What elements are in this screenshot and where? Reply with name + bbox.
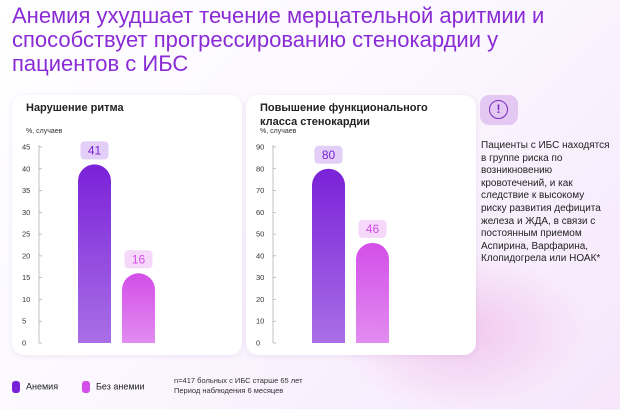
data-label: 46 xyxy=(366,222,380,236)
chart-title: Нарушение ритма xyxy=(26,102,124,114)
bar xyxy=(312,168,345,343)
legend-label: Анемия xyxy=(26,381,59,392)
chart-angina: 0 10 20 30 40 50 60 70 80 90 80 46 xyxy=(256,143,389,348)
legend-item-anemia: Анемия xyxy=(12,381,58,393)
exclamation-circle-icon: ! xyxy=(480,95,518,125)
chart-card-angina: Повышение функционального класса стенока… xyxy=(246,95,476,355)
y-tick-label: 30 xyxy=(256,273,264,282)
y-tick-label: 5 xyxy=(22,317,26,326)
legend-swatch xyxy=(12,381,20,393)
legend-swatch xyxy=(82,381,90,393)
y-tick-label: 10 xyxy=(22,295,30,304)
data-label: 80 xyxy=(322,148,336,162)
data-label: 41 xyxy=(88,143,102,157)
footnote: n=417 больных с ИБС старше 65 лет Период… xyxy=(174,376,303,396)
footnote-line: n=417 больных с ИБС старше 65 лет xyxy=(174,376,303,385)
y-tick-label: 80 xyxy=(256,164,264,173)
y-tick-label: 15 xyxy=(22,273,30,282)
chart-card-rhythm: Нарушение ритма %, случаев 0 5 10 15 20 25 30 3… xyxy=(12,95,242,355)
y-tick-label: 40 xyxy=(256,251,264,260)
y-tick-label: 10 xyxy=(256,317,264,326)
legend-label: Без анемии xyxy=(96,381,145,392)
footnote-line: Период наблюдения 6 месяцев xyxy=(174,386,284,395)
y-tick-label: 0 xyxy=(22,339,26,348)
info-icon-glyph: ! xyxy=(489,100,508,119)
bar xyxy=(78,164,111,343)
data-label-bg xyxy=(358,219,387,238)
y-tick-label: 25 xyxy=(22,230,30,239)
data-label: 16 xyxy=(132,252,146,266)
chart-title: Повышение функционального класса стенока… xyxy=(260,102,428,128)
y-tick-label: 50 xyxy=(256,230,264,239)
y-axis-label: %, случаев xyxy=(26,128,63,135)
legend-item-no-anemia: Без анемии xyxy=(82,381,145,393)
y-tick-label: 70 xyxy=(256,186,264,195)
bar xyxy=(356,242,389,343)
y-tick-label: 45 xyxy=(22,143,30,152)
y-tick-label: 0 xyxy=(256,339,260,348)
y-tick-label: 60 xyxy=(256,208,264,217)
y-tick-label: 35 xyxy=(22,186,30,195)
y-tick-label: 20 xyxy=(22,251,30,260)
data-label-bg xyxy=(124,250,153,269)
y-tick-label: 40 xyxy=(22,164,30,173)
data-label-bg xyxy=(80,141,109,160)
data-label-bg xyxy=(314,145,343,164)
y-tick-label: 20 xyxy=(256,295,264,304)
y-tick-label: 30 xyxy=(22,208,30,217)
y-tick-label: 90 xyxy=(256,143,264,152)
page-title: Анемия ухудшает течение мерцательной ари… xyxy=(12,3,545,76)
bar xyxy=(122,273,155,343)
y-axis-label: %, случаев xyxy=(260,128,297,135)
chart-rhythm: 0 5 10 15 20 25 30 35 40 45 41 16 xyxy=(22,141,155,348)
info-text: Пациенты с ИБС находятся в группе риска … xyxy=(481,140,610,265)
